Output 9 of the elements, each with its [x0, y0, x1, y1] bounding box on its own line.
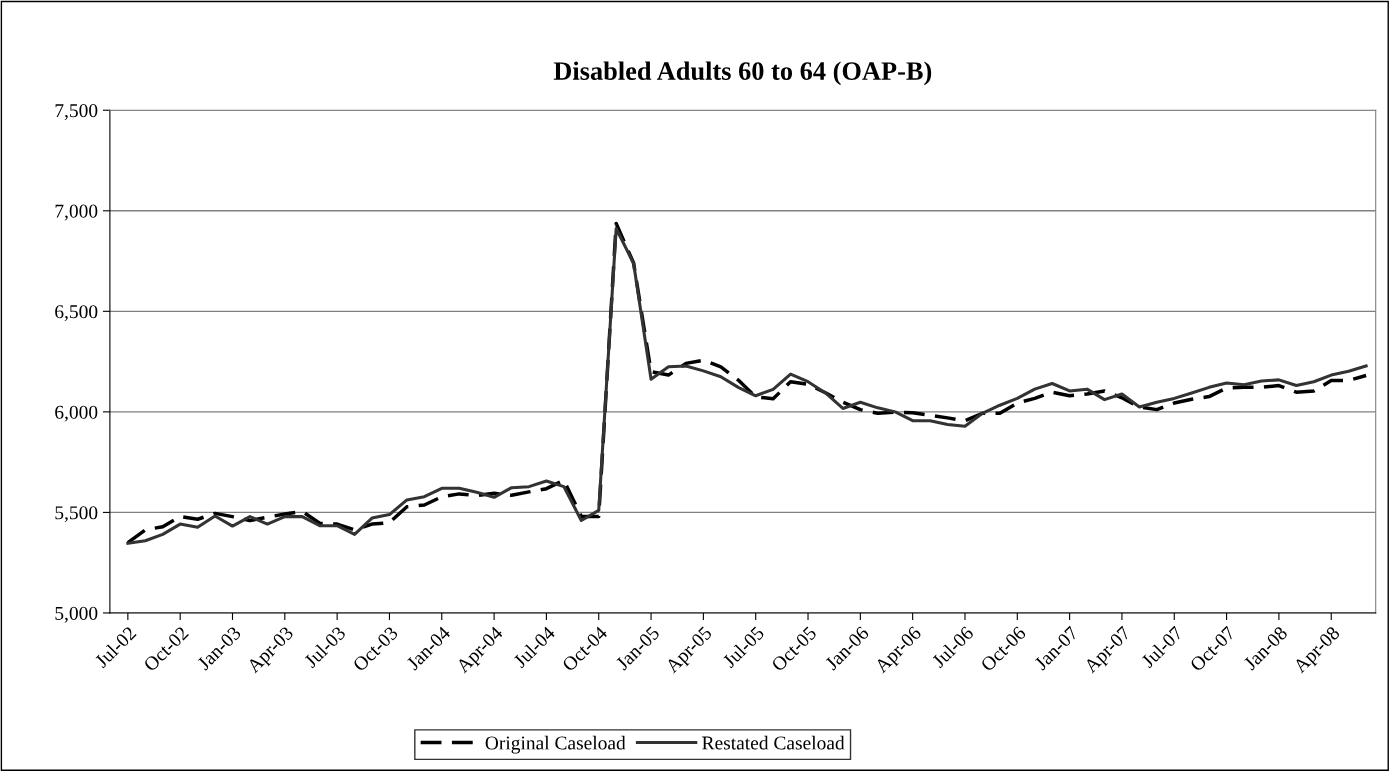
y-tick-label: 6,000: [55, 405, 98, 422]
y-tick-label: 7,000: [55, 204, 98, 221]
y-tick-label: 5,500: [55, 506, 98, 523]
y-tick-label: 5,000: [55, 606, 98, 623]
y-tick-label: 6,500: [55, 305, 98, 322]
legend-label: Original Caseload: [485, 735, 626, 754]
y-tick-label: 7,500: [55, 104, 98, 120]
chart-title: Disabled Adults 60 to 64 (OAP-B): [553, 61, 932, 86]
legend-label: Restated Caseload: [702, 735, 845, 750]
